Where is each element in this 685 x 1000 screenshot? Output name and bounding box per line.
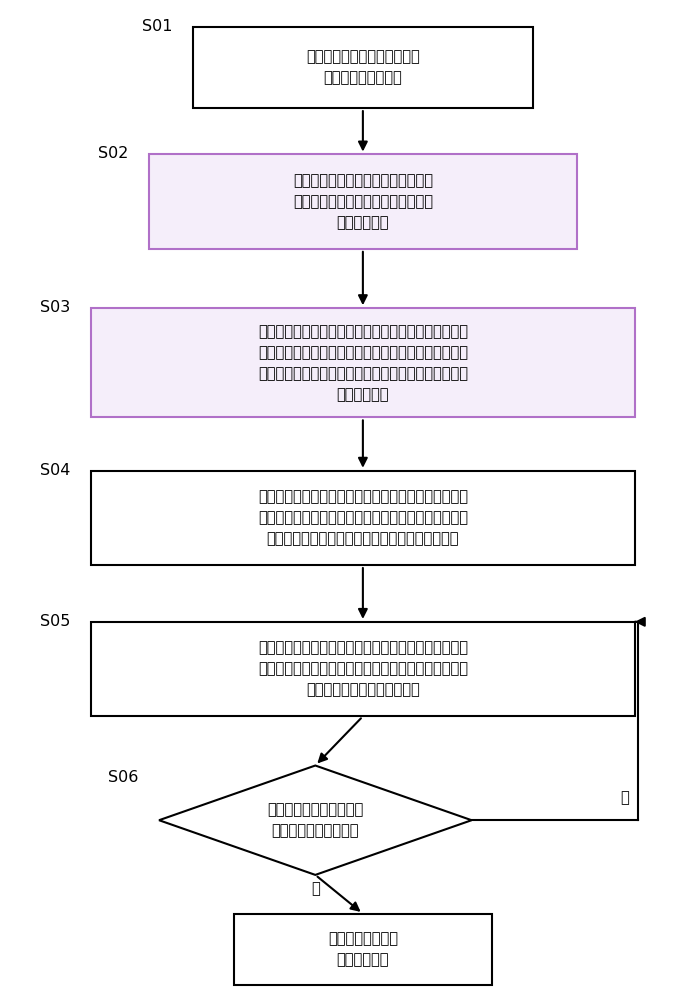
Text: 记录有关补气孔的
相关参数结束: 记录有关补气孔的 相关参数结束	[328, 931, 398, 967]
FancyBboxPatch shape	[234, 914, 492, 985]
Text: S04: S04	[40, 463, 71, 478]
Text: 对建立的活动导叶和转轮的数学模型
分别进行网格划分，网格划分时采用
块结构化网格: 对建立的活动导叶和转轮的数学模型 分别进行网格划分，网格划分时采用 块结构化网格	[293, 173, 433, 230]
Polygon shape	[159, 766, 471, 875]
FancyBboxPatch shape	[91, 622, 635, 716]
FancyBboxPatch shape	[193, 27, 533, 108]
FancyBboxPatch shape	[149, 154, 577, 249]
Text: 对水轮机的活动导叶和转轮建
立全模拟的数学模型: 对水轮机的活动导叶和转轮建 立全模拟的数学模型	[306, 49, 420, 85]
FancyBboxPatch shape	[91, 308, 635, 417]
Text: 判断模拟结果是否达到减
少空化破化的预期效果: 判断模拟结果是否达到减 少空化破化的预期效果	[267, 802, 364, 838]
Text: 结合对计算结果的分析，初步设定补气孔的尺寸，并利
用流体动力学计算软件对确定的补气孔的位置及尺寸的
设计进行模拟，得到模拟结果: 结合对计算结果的分析，初步设定补气孔的尺寸，并利 用流体动力学计算软件对确定的补…	[258, 641, 468, 698]
Text: S02: S02	[98, 146, 129, 161]
Text: 对计算结果进行压力分布分析，确定反击式水轮机转轮
内部空化区域及经过导叶到该转轮空化区域的流线，从
而确定导叶尾部补气孔垂直方向上距离底边的高度: 对计算结果进行压力分布分析，确定反击式水轮机转轮 内部空化区域及经过导叶到该转轮…	[258, 489, 468, 546]
Text: 否: 否	[620, 790, 629, 805]
Text: 将划分好的活动导叶和转轮的网格导入流体力学计算软
件，设置计算域的计算方程、边界条件和相关计算参数
，采用有限体积法求解流动方程，得到求解域的流动特
性的计算结: 将划分好的活动导叶和转轮的网格导入流体力学计算软 件，设置计算域的计算方程、边界…	[258, 324, 468, 402]
Text: S06: S06	[108, 770, 138, 785]
FancyBboxPatch shape	[91, 471, 635, 565]
Text: S05: S05	[40, 614, 71, 629]
Text: S01: S01	[142, 19, 173, 34]
Text: 是: 是	[311, 881, 320, 896]
Text: S03: S03	[40, 300, 71, 315]
